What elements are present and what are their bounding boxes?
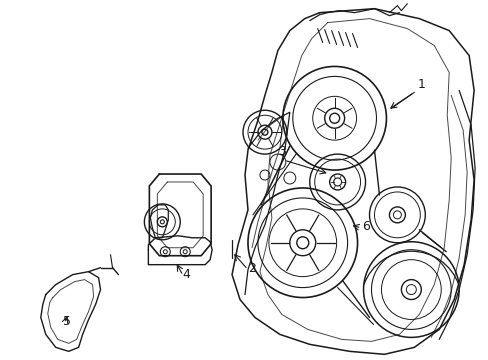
Text: 5: 5 <box>62 315 71 328</box>
Text: 4: 4 <box>182 267 190 281</box>
Text: 2: 2 <box>247 262 255 275</box>
Text: 6: 6 <box>362 220 370 233</box>
Text: 3: 3 <box>277 145 285 158</box>
Text: 1: 1 <box>416 78 425 91</box>
